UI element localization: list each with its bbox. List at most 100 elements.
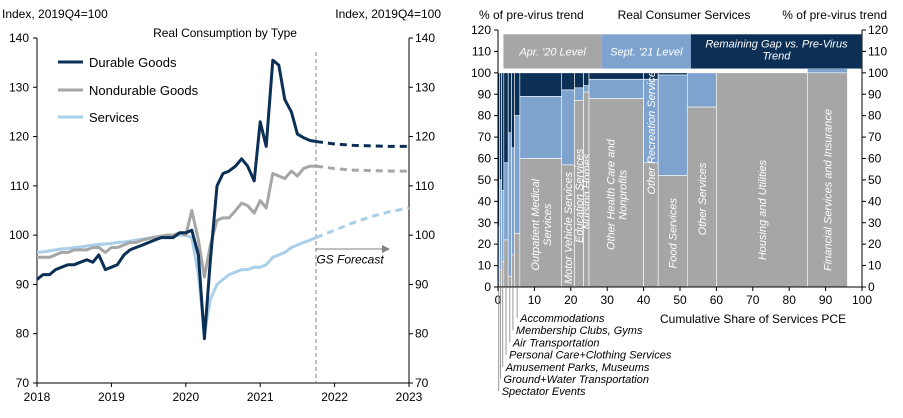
right-y-tick-label-right: 50 <box>868 173 882 187</box>
y-tick-label-left: 80 <box>16 327 30 341</box>
x-tick-label: 2019 <box>98 390 125 404</box>
bar-inside-label: Motor Vehicle Services <box>563 171 575 284</box>
bar-gap-segment <box>588 72 644 80</box>
bar-sept21-segment <box>686 72 717 108</box>
bar-gap-segment <box>574 72 584 89</box>
y-tick-label-left: 90 <box>16 277 30 291</box>
bar-gap-segment <box>643 72 659 80</box>
y-tick-label-right: 130 <box>415 80 435 94</box>
bar-apr20-segment <box>519 158 563 288</box>
right-y-tick-label-left: 0 <box>484 280 491 294</box>
bar-apr20-segment <box>807 72 848 288</box>
bar-gap-segment <box>561 72 575 91</box>
right-x-tick-label: 90 <box>819 293 833 307</box>
bar-gap-segment <box>583 72 590 86</box>
x-tick-label: 2020 <box>172 390 199 404</box>
right-y-tick-label-left: 100 <box>471 66 491 80</box>
x-tick-label: 2018 <box>24 390 51 404</box>
x-tick-label: 2022 <box>321 390 348 404</box>
y-tick-label-right: 120 <box>415 130 435 144</box>
y-tick-label-left: 120 <box>9 130 29 144</box>
bar-sept21-segment <box>499 179 502 271</box>
bar-apr20-segment <box>501 260 505 288</box>
bar-inside-label: Outpatient Medical Services <box>530 178 554 270</box>
right-x-tick-label: 50 <box>673 293 687 307</box>
y-tick-label-right: 80 <box>415 327 429 341</box>
right-x-tick-label: 100 <box>852 293 872 307</box>
bar-gap-segment <box>514 72 521 116</box>
callout-label: Membership Clubs, Gyms <box>516 325 643 337</box>
right-y-tick-label-right: 30 <box>868 216 882 230</box>
bar-apr20-segment <box>716 72 808 288</box>
bar-apr20-segment <box>503 239 509 288</box>
bar-gap-segment <box>507 72 512 134</box>
series-forecast-services <box>315 206 410 239</box>
callout-label: Accommodations <box>519 313 605 325</box>
callout-label: Personal Care+Clothing Services <box>509 350 672 362</box>
bar-inside-label-text: Services <box>542 203 554 246</box>
right-y-tick-label-right: 70 <box>868 130 882 144</box>
right-x-tick-label: 0 <box>495 293 502 307</box>
bar-sept21-segment <box>583 85 590 93</box>
bar-inside-label-text: Housing and Utilities <box>757 159 769 260</box>
bar-inside-label: Housing and Utilities <box>757 159 769 260</box>
right-y-tick-label-left: 10 <box>478 259 492 273</box>
right-chart-y-label-right: % of pre-virus trend <box>782 8 887 22</box>
y-tick-label-right: 100 <box>415 228 435 242</box>
right-y-tick-label-right: 0 <box>868 280 875 294</box>
y-tick-label-right: 110 <box>415 179 434 193</box>
forecast-arrow-head <box>382 244 390 253</box>
x-tick-label: 2021 <box>247 390 274 404</box>
right-x-tick-label: 20 <box>564 293 578 307</box>
bar-sept21-segment <box>807 68 848 74</box>
callout-label: Spectator Events <box>502 386 586 398</box>
bar-apr20-segment <box>561 164 575 288</box>
right-y-tick-label-left: 40 <box>478 194 492 208</box>
line-chart-real-consumption: Index, 2019Q4=100 Index, 2019Q4=100 Real… <box>2 7 441 404</box>
right-y-tick-label-left: 30 <box>478 216 492 230</box>
bar-sept21-segment <box>503 162 509 241</box>
right-chart-x-label: Cumulative Share of Services PCE <box>660 312 846 326</box>
right-y-tick-label-left: 70 <box>478 130 492 144</box>
right-y-tick-label-left: 90 <box>478 87 492 101</box>
bar-gap-segment <box>501 72 505 191</box>
right-y-tick-label-left: 60 <box>478 152 492 166</box>
bar-sept21-segment <box>507 132 512 277</box>
bar-inside-label: Other Health Care and Nonprofits <box>605 139 629 251</box>
y-tick-label-left: 100 <box>9 228 29 242</box>
bar-apr20-segment <box>499 269 502 288</box>
callout-label: Ground+Water Transportation <box>504 374 649 386</box>
bar-apr20-segment <box>583 91 590 288</box>
right-y-tick-label-left: 50 <box>478 173 492 187</box>
bar-apr20-segment <box>686 106 717 288</box>
bar-inside-label-text: Nonprofits <box>617 169 629 220</box>
bar-gap-segment <box>657 72 688 76</box>
right-y-tick-label-left: 80 <box>478 109 492 123</box>
bar-apr20-segment <box>511 254 515 288</box>
right-x-tick-label: 40 <box>637 293 651 307</box>
legend-band-label: Sept. '21 Level <box>610 46 683 58</box>
bar-sept21-segment <box>519 96 563 159</box>
bar-gap-segment <box>503 72 509 164</box>
right-y-tick-label-left: 110 <box>472 44 491 58</box>
bar-inside-label-text: Motor Vehicle Services <box>563 171 575 284</box>
series-forecast-durable <box>315 140 409 148</box>
legend-label-nondurable: Nondurable Goods <box>89 83 199 98</box>
y-tick-label-right: 90 <box>415 277 429 291</box>
right-y-tick-label-left: 20 <box>478 237 492 251</box>
bar-inside-label: Other Services <box>697 162 709 235</box>
callout-label: Air Transportation <box>512 337 600 349</box>
right-y-tick-label-right: 40 <box>868 194 882 208</box>
bar-inside-label-text: Other Recreation Services <box>646 65 658 194</box>
legend-label-durable: Durable Goods <box>89 55 177 70</box>
bar-apr20-segment <box>514 233 521 288</box>
legend-band-label-2: Trend <box>762 50 791 62</box>
bar-sept21-segment <box>574 87 584 101</box>
y-tick-label-left: 130 <box>9 80 29 94</box>
bar-inside-label-text: Nursing Homes <box>581 153 593 229</box>
right-y-tick-label-right: 90 <box>868 87 882 101</box>
bar-apr20-segment <box>643 162 659 288</box>
bar-sept21-segment <box>511 147 515 256</box>
bar-inside-label-text: Outpatient Medical <box>530 178 542 270</box>
right-x-tick-label: 80 <box>783 293 797 307</box>
